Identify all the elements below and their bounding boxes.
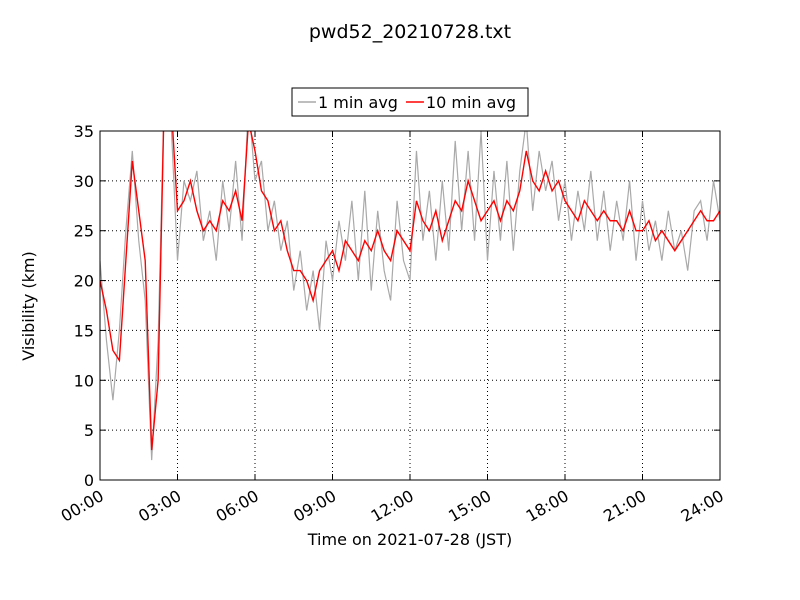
legend-label: 10 min avg	[426, 93, 516, 112]
legend-label: 1 min avg	[318, 93, 398, 112]
y-tick-label: 35	[74, 122, 94, 141]
y-tick-label: 20	[74, 272, 94, 291]
y-tick-label: 25	[74, 222, 94, 241]
legend: 1 min avg 10 min avg	[291, 87, 529, 117]
series-line	[100, 131, 720, 461]
x-axis-label: Time on 2021-07-28 (JST)	[307, 530, 512, 549]
y-tick-label: 0	[84, 471, 94, 490]
y-tick-label: 5	[84, 421, 94, 440]
y-tick-label: 10	[74, 371, 94, 390]
y-tick-label: 15	[74, 321, 94, 340]
series-line	[100, 131, 720, 451]
chart-title: pwd52_20210728.txt	[309, 21, 511, 43]
plot-area	[100, 131, 720, 461]
y-tick-label: 30	[74, 172, 94, 191]
y-axis-label: Visibility (km)	[19, 251, 38, 360]
